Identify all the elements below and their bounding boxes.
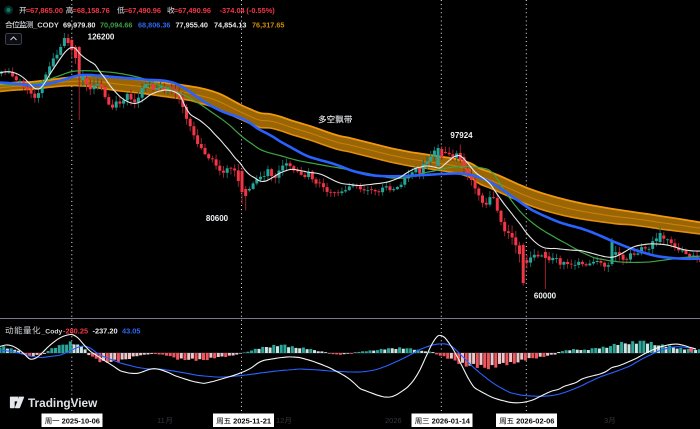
svg-text:11: 11: [157, 416, 165, 425]
svg-text:68,806.36: 68,806.36: [138, 21, 170, 30]
svg-text:-374.04: -374.04: [220, 6, 246, 15]
svg-text:=67,490.96: =67,490.96: [124, 6, 161, 15]
svg-text:74,854.13: 74,854.13: [214, 21, 246, 30]
svg-text:TradingView: TradingView: [28, 396, 98, 410]
svg-text:76,317.65: 76,317.65: [252, 21, 284, 30]
svg-text:_CODY: _CODY: [32, 21, 59, 30]
svg-text:=67,490.96: =67,490.96: [174, 6, 211, 15]
svg-text:60000: 60000: [534, 292, 557, 301]
svg-text:3: 3: [604, 416, 608, 425]
svg-text:12: 12: [276, 416, 284, 425]
svg-text:(-0.55%): (-0.55%): [246, 6, 275, 15]
svg-text:-280.25: -280.25: [63, 327, 88, 336]
svg-text:2026-02-06: 2026-02-06: [516, 416, 554, 425]
svg-text:2026: 2026: [385, 416, 402, 425]
svg-text:=68,158.76: =68,158.76: [73, 6, 110, 15]
svg-text:43.05: 43.05: [122, 327, 141, 336]
svg-text:2026-01-14: 2026-01-14: [432, 416, 471, 425]
svg-text:-237.20: -237.20: [93, 327, 118, 336]
svg-text:80600: 80600: [206, 214, 229, 223]
svg-text:126200: 126200: [88, 33, 115, 42]
svg-text:77,955.40: 77,955.40: [176, 21, 208, 30]
svg-text:2025-10-06: 2025-10-06: [62, 416, 100, 425]
svg-text:69,979.80: 69,979.80: [63, 21, 95, 30]
svg-text:70,094.66: 70,094.66: [100, 21, 132, 30]
svg-text:97924: 97924: [450, 131, 473, 140]
svg-text:2025-11-21: 2025-11-21: [233, 416, 271, 425]
svg-text:=67,865.00: =67,865.00: [26, 6, 63, 15]
svg-text:_Cody: _Cody: [41, 329, 63, 336]
